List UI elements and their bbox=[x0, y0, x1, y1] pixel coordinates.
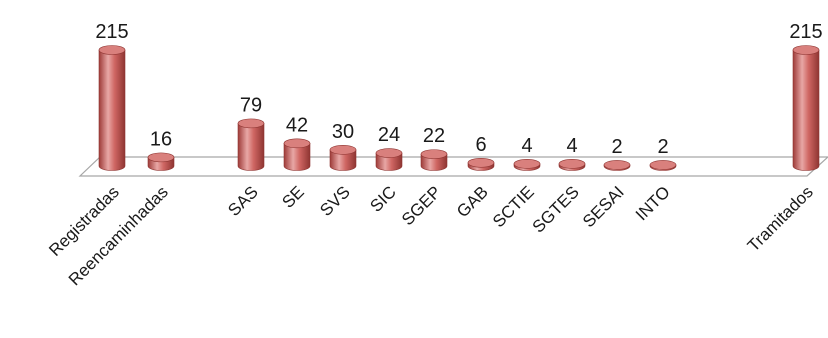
bar-body bbox=[375, 152, 403, 171]
bar-top bbox=[375, 148, 403, 158]
bar-top bbox=[420, 149, 448, 159]
bar bbox=[649, 160, 677, 171]
data-label: 30 bbox=[332, 121, 354, 143]
data-label: 4 bbox=[521, 135, 532, 157]
bar bbox=[147, 152, 175, 171]
data-label: 215 bbox=[95, 21, 128, 43]
data-label: 22 bbox=[423, 125, 445, 147]
x-tick-label: SGEP bbox=[398, 182, 445, 229]
bar-top bbox=[329, 145, 357, 155]
x-tick-label: SE bbox=[278, 182, 307, 211]
bar bbox=[513, 159, 541, 171]
x-tick-label: SIC bbox=[366, 182, 399, 215]
x-tick-label: SAS bbox=[224, 182, 261, 219]
bar bbox=[283, 138, 311, 171]
bar bbox=[375, 148, 403, 171]
x-tick-label: SGTES bbox=[529, 182, 583, 236]
x-tick-label: INTO bbox=[632, 182, 674, 224]
bar bbox=[420, 149, 448, 171]
data-label: 79 bbox=[240, 94, 262, 116]
bar-top bbox=[603, 160, 631, 170]
bar-top bbox=[98, 45, 126, 55]
data-label: 4 bbox=[566, 135, 577, 157]
bar-top bbox=[513, 159, 541, 169]
x-tick-label: SESAI bbox=[579, 182, 628, 231]
bar-body bbox=[329, 149, 357, 171]
bar bbox=[329, 145, 357, 171]
bar bbox=[98, 45, 126, 171]
data-label: 16 bbox=[150, 128, 172, 150]
x-tick-label: SVS bbox=[316, 182, 353, 219]
bar-top bbox=[649, 160, 677, 170]
data-label: 6 bbox=[475, 134, 486, 156]
bar-top bbox=[147, 152, 175, 163]
bar-top bbox=[467, 157, 495, 168]
bar-body bbox=[237, 123, 265, 171]
bar bbox=[237, 118, 265, 171]
data-label: 215 bbox=[789, 21, 822, 43]
bar-top bbox=[558, 159, 586, 169]
data-label: 2 bbox=[611, 136, 622, 158]
bar-body bbox=[792, 49, 820, 171]
bar-top bbox=[792, 45, 820, 55]
data-label: 2 bbox=[657, 136, 668, 158]
bar-top bbox=[237, 118, 265, 129]
x-tick-label: GAB bbox=[453, 182, 492, 221]
chart-floor bbox=[78, 156, 828, 177]
bar bbox=[467, 157, 495, 171]
bar bbox=[558, 159, 586, 171]
bar bbox=[603, 160, 631, 171]
data-label: 42 bbox=[286, 114, 308, 136]
bar-top bbox=[283, 138, 311, 149]
bar bbox=[792, 45, 820, 171]
x-tick-label: Tramitados bbox=[744, 182, 817, 255]
bar-body bbox=[283, 143, 311, 171]
bar-body bbox=[98, 49, 126, 171]
data-label: 24 bbox=[378, 124, 400, 146]
